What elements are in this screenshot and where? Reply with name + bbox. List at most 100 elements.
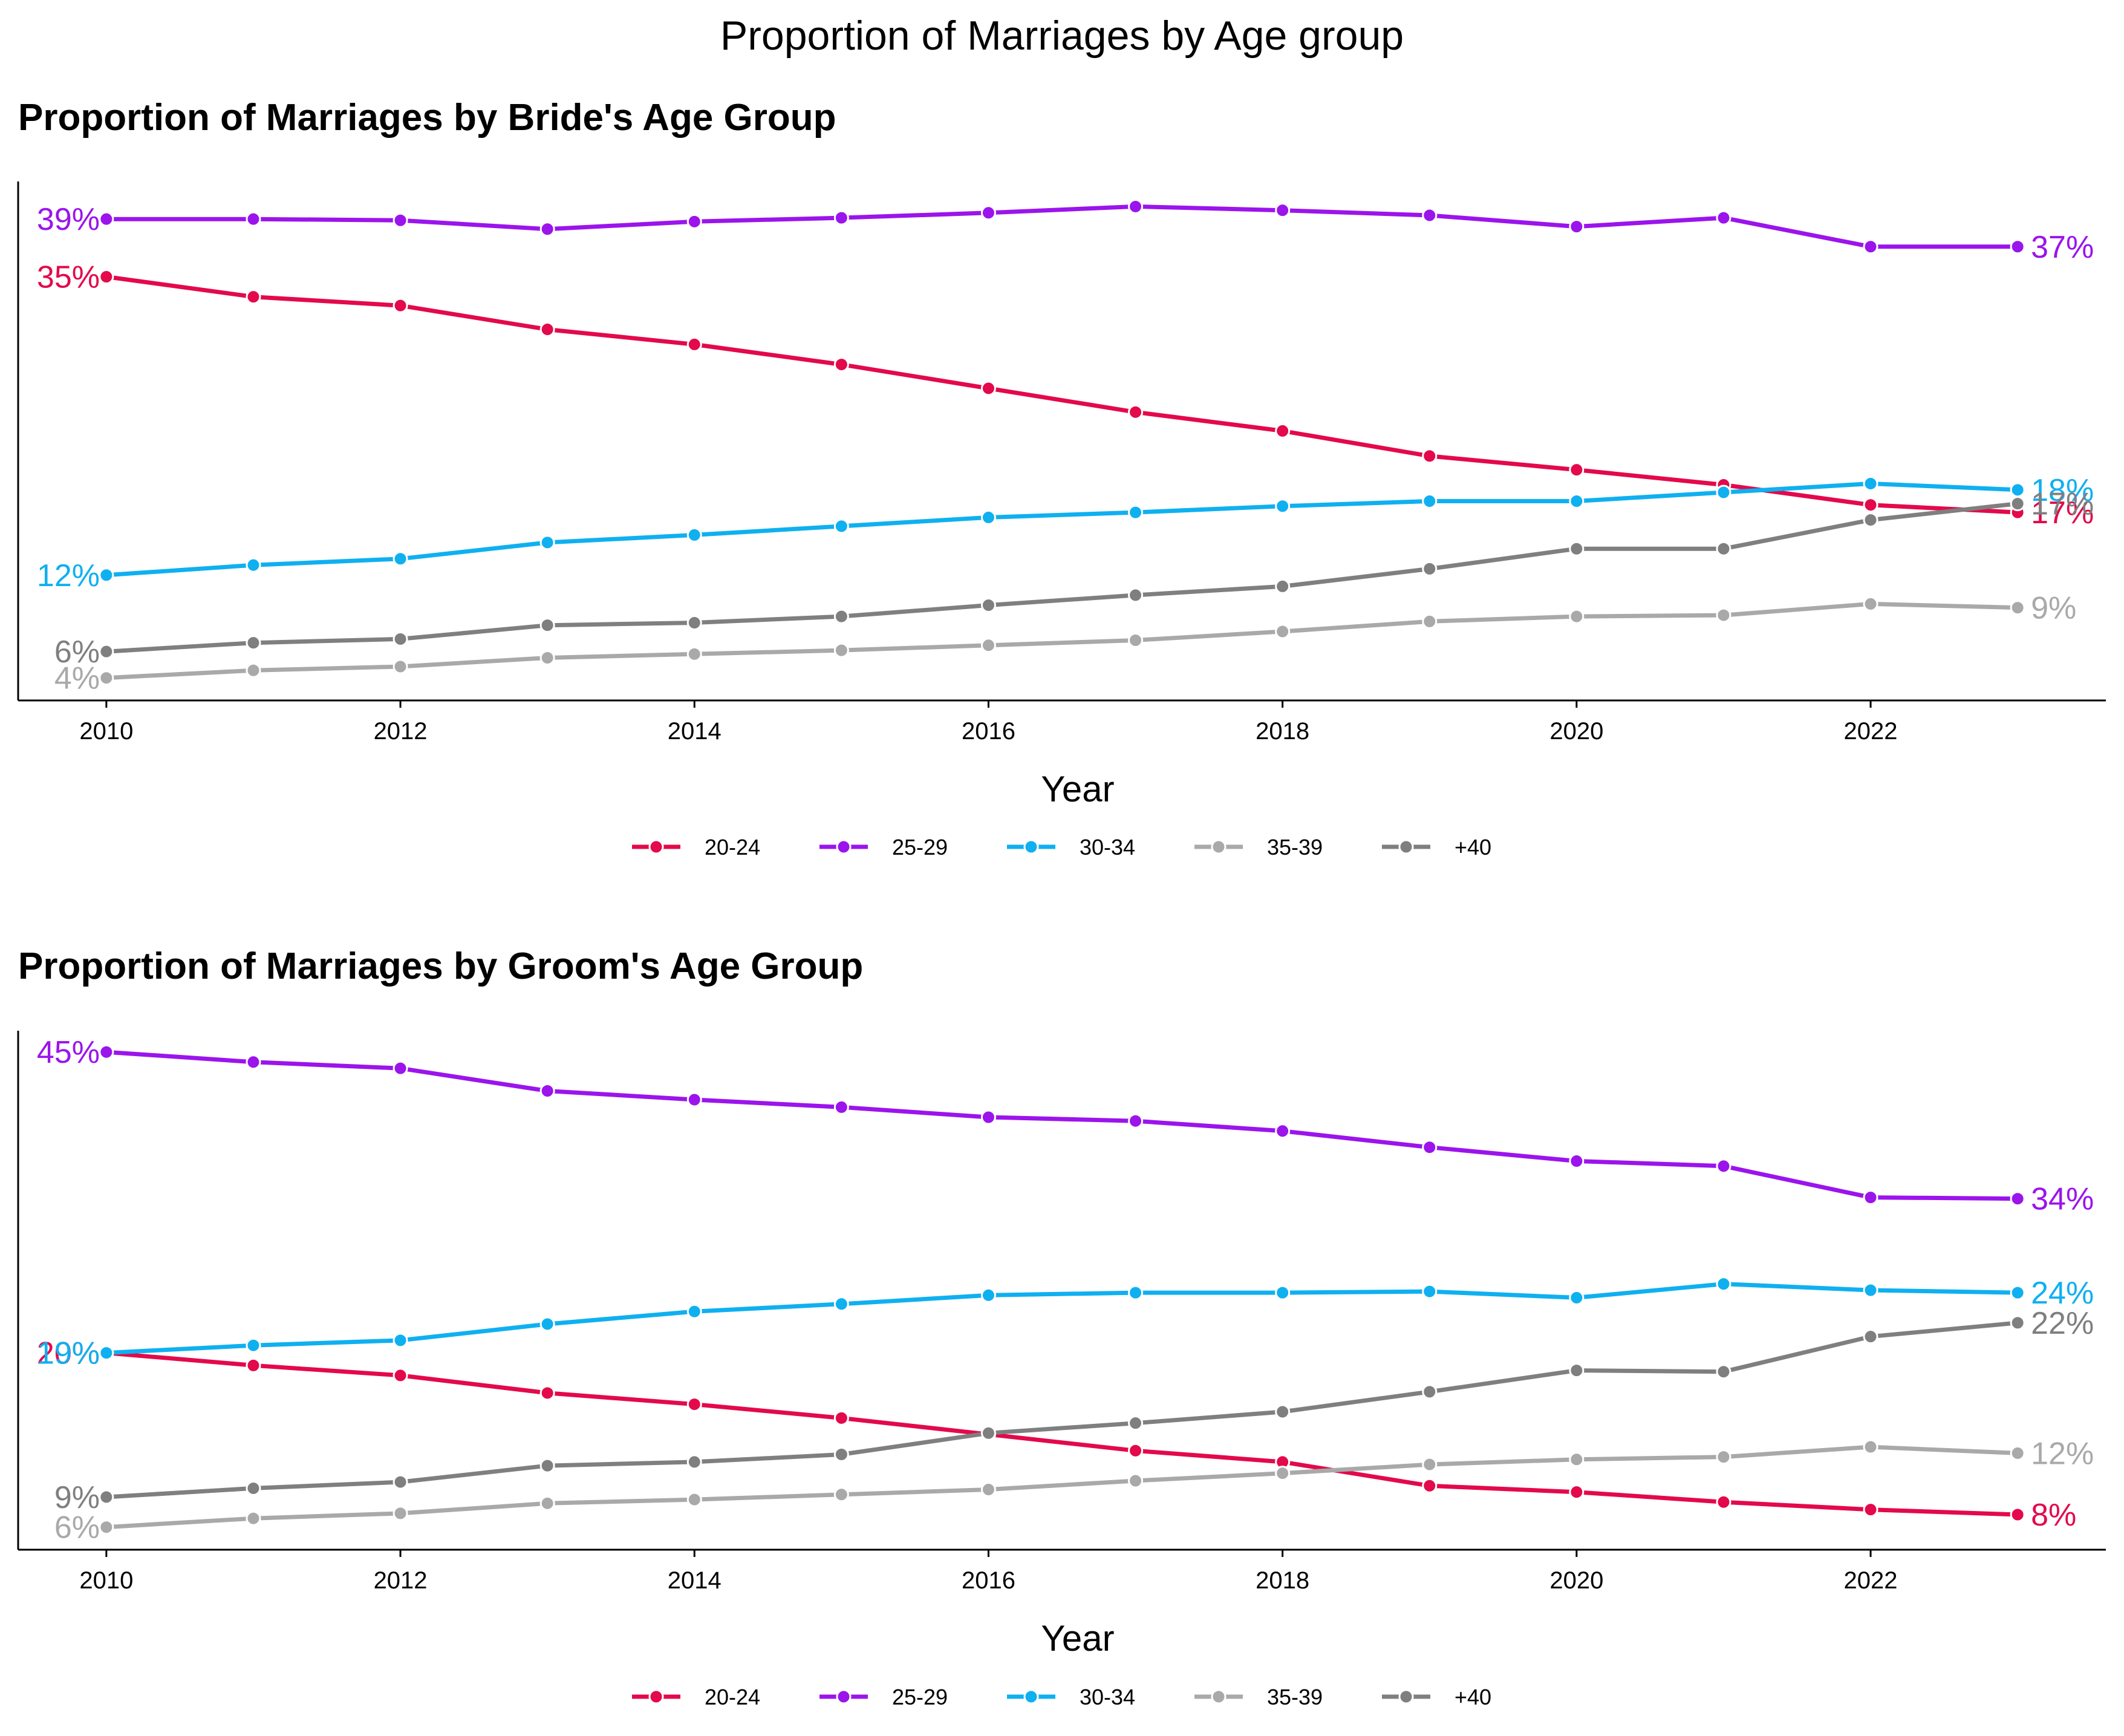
legend-swatch-marker xyxy=(1211,839,1227,855)
data-point xyxy=(99,644,114,659)
end-value-label: 17% xyxy=(2031,495,2094,530)
legend-label: 20-24 xyxy=(705,1685,760,1709)
data-point xyxy=(686,1454,702,1470)
legend-label: 25-29 xyxy=(892,1685,948,1709)
data-point xyxy=(246,557,261,573)
data-point xyxy=(99,269,114,285)
data-point xyxy=(2010,1285,2025,1300)
data-point xyxy=(99,670,114,686)
data-point xyxy=(833,1446,849,1462)
data-point xyxy=(1569,609,1585,624)
data-point xyxy=(833,1296,849,1312)
legend-swatch-marker xyxy=(836,1689,852,1705)
legend-item: 30-34 xyxy=(1007,1685,1135,1709)
series-line xyxy=(104,1351,2020,1517)
data-point xyxy=(246,1357,261,1373)
data-point xyxy=(393,1368,408,1383)
series-30-34: 12% 18% xyxy=(37,473,2094,593)
x-tick-label: 2010 xyxy=(79,718,133,745)
panel-title: Proportion of Marriages by Bride's Age G… xyxy=(18,97,836,139)
data-point xyxy=(1716,210,1731,226)
data-point xyxy=(1863,1282,1878,1298)
data-point xyxy=(686,214,702,229)
data-point xyxy=(99,1044,114,1060)
data-point xyxy=(1275,203,1291,218)
series-20-24: 20% 8% xyxy=(37,1336,2076,1533)
data-point xyxy=(99,567,114,583)
x-tick-label: 2010 xyxy=(79,1567,133,1594)
data-point xyxy=(980,1482,996,1498)
x-tick-label: 2016 xyxy=(962,1567,1015,1594)
end-value-label: 37% xyxy=(2031,230,2094,265)
x-tick-label: 2020 xyxy=(1549,1567,1603,1594)
data-point xyxy=(1128,504,1144,520)
series-line xyxy=(104,481,2020,578)
data-point xyxy=(2010,482,2025,498)
legend-item: 35-39 xyxy=(1194,1685,1323,1709)
data-point xyxy=(1275,1123,1291,1139)
legend-label: 35-39 xyxy=(1267,1685,1323,1709)
x-tick-label: 2022 xyxy=(1844,718,1898,745)
data-point xyxy=(1569,1290,1585,1305)
data-point xyxy=(1716,1494,1731,1510)
data-point xyxy=(1275,1404,1291,1420)
data-point xyxy=(2010,1191,2025,1207)
data-point xyxy=(980,1287,996,1303)
end-value-label: 9% xyxy=(2031,591,2076,626)
data-point xyxy=(539,1458,555,1473)
data-point xyxy=(393,212,408,228)
legend-swatch-marker xyxy=(1023,1689,1039,1705)
legend: 20-24 25-29 30-34 35-39 +40 xyxy=(632,1685,1491,1709)
data-point xyxy=(99,211,114,227)
data-point xyxy=(539,1083,555,1098)
legend-swatch-marker xyxy=(836,839,852,855)
data-point xyxy=(1569,462,1585,478)
data-point xyxy=(1716,607,1731,623)
data-point xyxy=(1128,633,1144,648)
legend-item: +40 xyxy=(1382,835,1491,860)
legend-item: 30-34 xyxy=(1007,835,1135,860)
data-point xyxy=(1275,1466,1291,1481)
legend-item: 20-24 xyxy=(632,1685,760,1709)
data-point xyxy=(1716,1158,1731,1174)
data-point xyxy=(2010,1507,2025,1522)
data-point xyxy=(1422,448,1438,464)
start-value-label: 45% xyxy=(37,1035,100,1070)
series-35-39: 6% 12% xyxy=(54,1436,2094,1545)
data-point xyxy=(1716,1449,1731,1465)
data-point xyxy=(2010,1445,2025,1461)
legend-item: 25-29 xyxy=(819,835,948,860)
data-point xyxy=(686,336,702,352)
series-line xyxy=(104,1444,2020,1530)
data-point xyxy=(393,551,408,567)
data-point xyxy=(1422,1284,1438,1299)
data-point xyxy=(2010,600,2025,616)
data-point xyxy=(1275,1285,1291,1300)
data-point xyxy=(833,518,849,534)
panel-1: Proportion of Marriages by Bride's Age G… xyxy=(17,97,2106,860)
data-point xyxy=(393,631,408,647)
x-tick-label: 2018 xyxy=(1256,1567,1309,1594)
x-tick-label: 2018 xyxy=(1256,718,1309,745)
series-20-24: 35% 17% xyxy=(37,260,2094,531)
start-value-label: 19% xyxy=(37,1336,100,1371)
data-point xyxy=(833,1410,849,1426)
x-tick-label: 2014 xyxy=(668,718,722,745)
data-point xyxy=(539,322,555,338)
legend-label: 20-24 xyxy=(705,835,760,860)
legend-label: +40 xyxy=(1455,835,1491,860)
data-point xyxy=(980,1425,996,1441)
data-point xyxy=(686,1492,702,1507)
data-point xyxy=(1863,1502,1878,1518)
data-point xyxy=(1569,1363,1585,1379)
data-point xyxy=(1422,207,1438,223)
legend-swatch-marker xyxy=(648,839,664,855)
data-point xyxy=(246,211,261,227)
legend-swatch-marker xyxy=(648,1689,664,1705)
x-tick-label: 2016 xyxy=(962,718,1015,745)
data-point xyxy=(1128,1285,1144,1300)
start-value-label: 4% xyxy=(54,661,100,696)
data-point xyxy=(1128,1443,1144,1458)
data-point xyxy=(1422,1140,1438,1155)
x-tick-label: 2012 xyxy=(374,1567,428,1594)
